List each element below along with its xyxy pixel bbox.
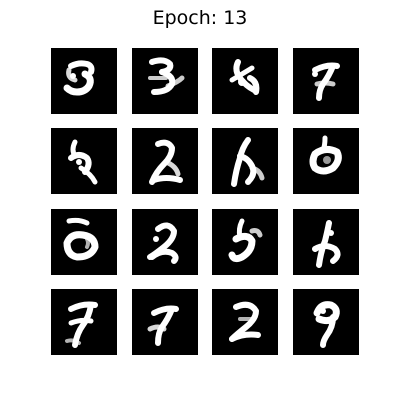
generated-sample-3-3 — [212, 209, 278, 275]
sample-2-3-image — [231, 137, 265, 187]
generated-sample-4-3 — [212, 289, 278, 355]
sample-2-2-image — [149, 139, 183, 185]
sample-grid — [51, 48, 360, 356]
generated-sample-1-3 — [212, 48, 278, 114]
generated-sample-1-1 — [51, 48, 117, 114]
generated-sample-2-1 — [51, 128, 117, 194]
sample-1-1-image — [63, 60, 95, 96]
sample-4-2-image — [147, 305, 179, 346]
generated-sample-2-2 — [132, 128, 198, 194]
generated-sample-2-3 — [212, 128, 278, 194]
sample-2-4-image — [309, 135, 342, 175]
sample-3-2-image — [147, 222, 179, 264]
sample-2-1-image — [68, 139, 98, 185]
generated-sample-4-4 — [293, 289, 359, 355]
generated-sample-1-4 — [293, 48, 359, 114]
generated-sample-3-2 — [132, 209, 198, 275]
figure-title: Epoch: 13 — [152, 7, 248, 29]
sample-1-2-image — [148, 57, 185, 95]
generated-sample-4-1 — [51, 289, 117, 355]
sample-3-4-image — [312, 220, 341, 268]
sample-3-3-image — [228, 218, 263, 263]
generated-sample-3-4 — [293, 209, 359, 275]
generated-sample-4-2 — [132, 289, 198, 355]
sample-1-4-image — [312, 62, 340, 101]
sample-4-4-image — [313, 301, 340, 348]
sample-4-1-image — [65, 301, 98, 348]
sample-1-3-image — [229, 59, 260, 95]
sample-4-3-image — [229, 301, 261, 342]
generated-sample-2-4 — [293, 128, 359, 194]
generated-sample-1-2 — [132, 48, 198, 114]
sample-3-1-image — [63, 217, 99, 261]
generated-sample-3-1 — [51, 209, 117, 275]
